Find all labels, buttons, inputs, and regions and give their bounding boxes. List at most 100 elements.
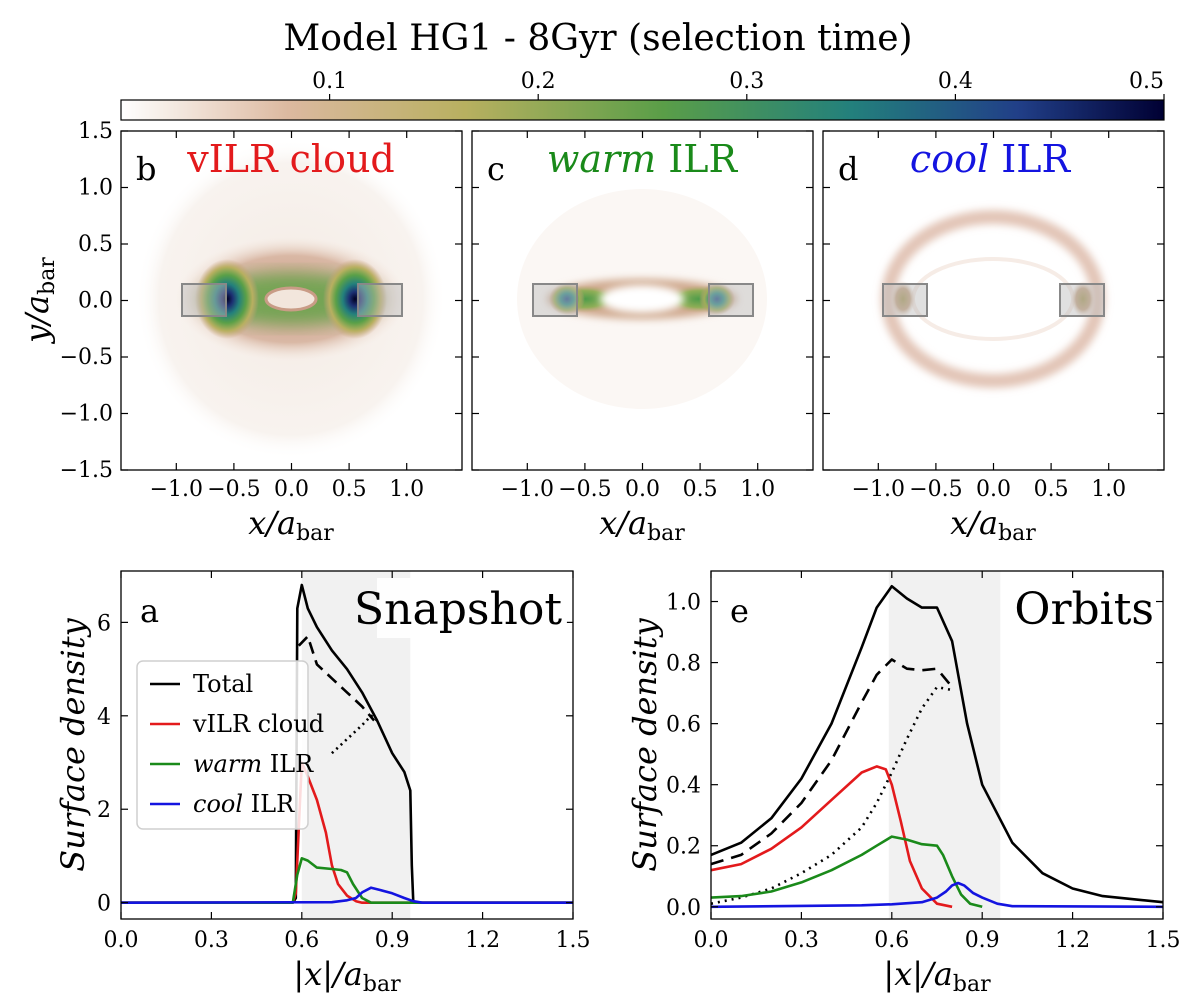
panel-a-xlabel: |x|/abar	[293, 955, 401, 997]
panel-a-label-bg	[377, 578, 567, 638]
map-panel-b: b vILR cloud −1.0 −0.5 0.0 0.5 1.0−1.5−1.0−0…	[18, 119, 463, 546]
map-d-title-text: ILR	[989, 137, 1071, 181]
map-b-xlabel: x/abar	[248, 504, 334, 546]
legend-label: warm ILR	[193, 750, 314, 778]
map-b-ylabel-sub: bar	[35, 257, 60, 295]
map-ytick-label: −0.5	[60, 345, 113, 370]
xtick-label: 1.5	[556, 928, 591, 953]
series-line	[710, 765, 953, 909]
series-line	[121, 761, 573, 904]
xtick-label: 0.3	[784, 928, 819, 953]
map-c-center-hole	[600, 285, 684, 313]
map-c-xlabel-sub: bar	[647, 521, 685, 546]
map-xtick-label: 0.5	[1034, 477, 1069, 502]
map-panel-c: c warm ILR −1.0 −0.5 0.0 0.5 1.0 x/abar	[471, 130, 814, 546]
map-b-density	[136, 139, 446, 459]
series-line	[710, 881, 1164, 909]
series-line	[710, 835, 983, 909]
map-b-ylabel: y/abar	[18, 257, 60, 345]
map-d-frame	[822, 130, 1165, 471]
panel-a-label: Snapshot	[354, 584, 562, 635]
map-d-inner	[911, 257, 1075, 341]
map-b-center-ring	[264, 286, 318, 312]
map-d-xlabel-sub: bar	[998, 521, 1036, 546]
map-c-box-left	[532, 283, 578, 317]
xtick-label: 0.9	[965, 928, 1000, 953]
map-xtick-label: 0.5	[683, 477, 718, 502]
xtick-label: 0.9	[375, 928, 410, 953]
map-b-ylabel-text: y/a	[18, 295, 56, 345]
ytick-label: 0.6	[666, 713, 701, 738]
map-xtick-label: −0.5	[558, 477, 611, 502]
colorbar-ticks: 0.1 0.2 0.3 0.4 0.5	[312, 69, 1165, 100]
map-xtick-label: 0.0	[274, 477, 309, 502]
colorbar-tick-label: 0.5	[1129, 69, 1164, 94]
ytick-label: 4	[97, 705, 111, 730]
series-line	[710, 658, 954, 866]
map-c-ticks: −1.0 −0.5 0.0 0.5 1.0	[472, 130, 813, 502]
snapshot-panel-a: 0.0 0.3 0.6 0.9 1.2 1.5 0 2 4 6 a Snapshot Total v…	[54, 570, 591, 997]
ytick-label: 0.0	[666, 896, 701, 921]
panel-a-ticks: 0.0 0.3 0.6 0.9 1.2 1.5 0 2 4 6	[97, 571, 591, 953]
map-d-ticks: −1.0 −0.5 0.0 0.5 1.0	[823, 130, 1164, 502]
map-xtick-label: 1.0	[389, 477, 424, 502]
map-b-box-right	[357, 283, 403, 317]
map-xtick-label: −0.5	[909, 477, 962, 502]
xtick-label: 0.6	[284, 928, 319, 953]
legend-label: Total	[193, 670, 253, 698]
map-xtick-label: 0.5	[332, 477, 367, 502]
legend-label-prefix: warm	[193, 750, 262, 778]
panel-e-xlabel: |x|/abar	[883, 955, 991, 997]
map-d-lobe-right	[1071, 281, 1095, 317]
panel-e-series	[710, 585, 1164, 909]
ytick-label: 0	[97, 892, 111, 917]
ytick-label: 0.2	[666, 835, 701, 860]
colorbar-tick-label: 0.1	[312, 69, 347, 94]
panel-a-xlabel-sub: bar	[363, 972, 401, 997]
panel-a-letter: a	[140, 592, 159, 630]
map-c-box-right	[708, 283, 754, 317]
ytick-label: 0.8	[666, 652, 701, 677]
map-b-lobe-right	[323, 259, 387, 339]
colorbar: 0.1 0.2 0.3 0.4 0.5	[120, 69, 1165, 121]
map-c-title-prefix: warm	[547, 137, 656, 181]
panel-e-letter: e	[730, 592, 749, 630]
xtick-label: 1.5	[1146, 928, 1181, 953]
map-xtick-label: 1.0	[1091, 477, 1126, 502]
map-b-ticks: −1.0 −0.5 0.0 0.5 1.0−1.5−1.0−0.50.00.51.01.…	[60, 119, 462, 502]
map-xtick-label: −1.0	[852, 477, 905, 502]
ytick-label: 0.4	[666, 774, 701, 799]
colorbar-tick-label: 0.4	[938, 69, 973, 94]
panel-a-frame	[120, 570, 574, 920]
map-c-letter: c	[487, 150, 505, 188]
map-c-xlabel: x/abar	[599, 504, 685, 546]
map-ytick-label: −1.5	[60, 458, 113, 483]
legend-label-text: ILR	[243, 790, 295, 818]
legend-label: cool ILR	[193, 790, 295, 818]
ytick-label: 6	[97, 611, 111, 636]
series-line	[710, 685, 953, 905]
map-d-density	[881, 210, 1105, 388]
map-d-xlabel-text: x/a	[950, 504, 998, 542]
legend-label: vILR cloud	[192, 710, 324, 738]
panel-e-ticks: 0.0 0.3 0.6 0.9 1.2 1.5 0.0 0.2 0.4 0.6 0.8 1.0	[666, 571, 1181, 953]
map-b-letter: b	[136, 150, 156, 188]
xtick-label: 1.2	[1055, 928, 1090, 953]
panel-e-xlabel-sub: bar	[953, 972, 991, 997]
map-b-title-text: vILR cloud	[186, 137, 395, 181]
ytick-label: 2	[97, 798, 111, 823]
xtick-label: 0.0	[694, 928, 729, 953]
orbits-panel-e: 0.0 0.3 0.6 0.9 1.2 1.5 0.0 0.2 0.4 0.6 0.8 1.0 e O…	[626, 570, 1181, 997]
series-line	[331, 714, 378, 755]
map-xtick-label: −1.0	[150, 477, 203, 502]
map-d-lobe-left	[891, 281, 915, 317]
map-c-density	[517, 189, 767, 409]
legend-label-text: ILR	[262, 750, 314, 778]
xtick-label: 0.3	[194, 928, 229, 953]
map-d-letter: d	[838, 150, 858, 188]
panel-a-xlabel-text: |x|/a	[293, 955, 362, 993]
map-b-xlabel-text: x/a	[248, 504, 296, 542]
series-line	[121, 857, 573, 904]
